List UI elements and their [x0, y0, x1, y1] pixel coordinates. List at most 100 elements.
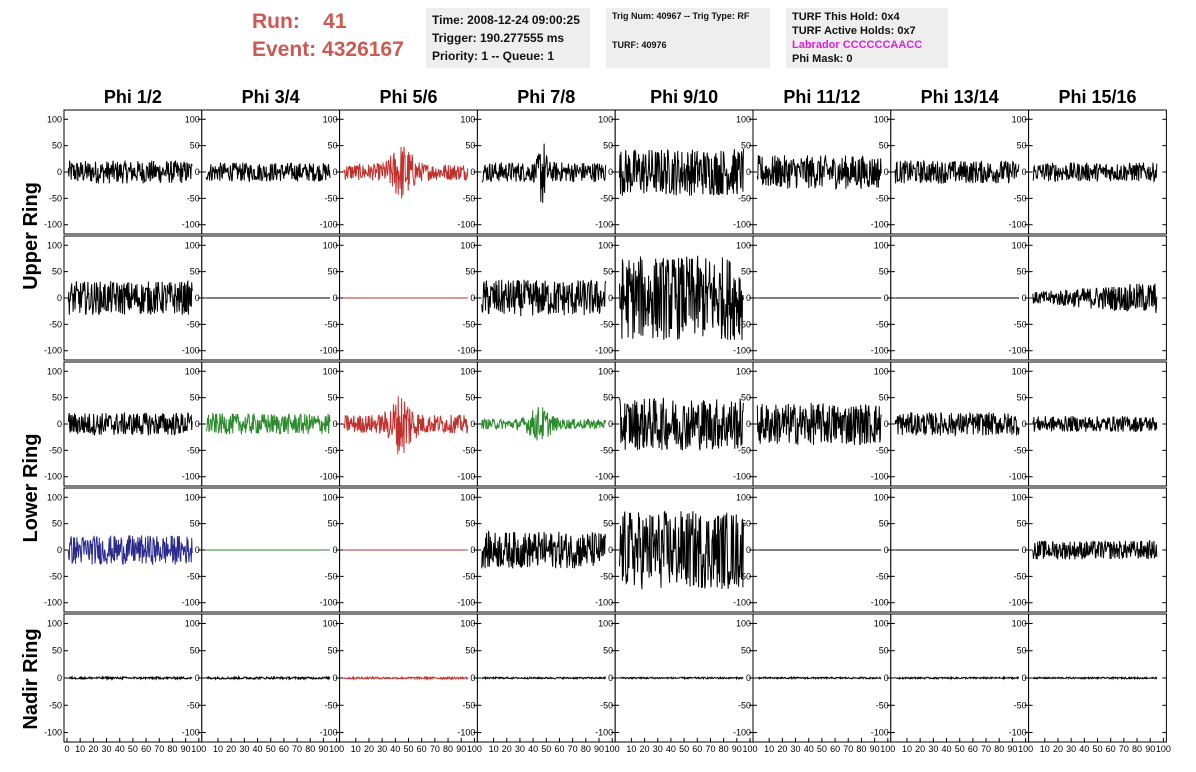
y-tick-label: 100: [47, 114, 62, 124]
y-tick-label: 50: [1017, 393, 1027, 403]
x-tick-label: 80: [856, 744, 866, 754]
x-tick-label: 30: [928, 744, 938, 754]
x-tick-label: 50: [817, 744, 827, 754]
y-tick-label: 100: [460, 366, 475, 376]
x-tick-label: 20: [88, 744, 98, 754]
x-tick-label: 50: [266, 744, 276, 754]
y-tick-label: 0: [57, 545, 62, 555]
y-tick-label: -50: [1014, 571, 1027, 581]
y-tick-label: 0: [470, 167, 475, 177]
y-tick-label: 100: [874, 492, 889, 502]
y-tick-label: -100: [44, 472, 62, 482]
y-tick-label: 0: [195, 673, 200, 683]
waveform-trace: [756, 155, 882, 190]
y-tick-label: -50: [49, 445, 62, 455]
y-tick-label: 100: [1012, 492, 1027, 502]
y-tick-label: 100: [874, 114, 889, 124]
turf-hold-text: TURF This Hold: 0x4: [792, 11, 900, 23]
y-tick-label: 50: [328, 267, 338, 277]
waveform-trace: [619, 255, 744, 340]
y-tick-label: 50: [1017, 646, 1027, 656]
y-tick-label: 50: [741, 646, 751, 656]
x-tick-label: 40: [1079, 744, 1089, 754]
x-tick-label: 90: [732, 744, 742, 754]
y-tick-label: -100: [320, 728, 338, 738]
y-tick-label: 0: [470, 673, 475, 683]
waveform-trace: [67, 160, 193, 184]
y-tick-label: 50: [190, 141, 200, 151]
x-tick-label: 80: [581, 744, 591, 754]
y-tick-label: 50: [465, 646, 475, 656]
y-tick-label: -50: [876, 571, 889, 581]
labrador-text: Labrador CCCCCCAACC: [792, 39, 923, 51]
y-tick-label: 100: [47, 618, 62, 628]
y-tick-label: -50: [600, 319, 613, 329]
y-tick-label: 100: [460, 618, 475, 628]
y-tick-label: 50: [190, 646, 200, 656]
x-tick-label: 90: [181, 744, 191, 754]
x-tick-label: 40: [253, 744, 263, 754]
y-tick-label: -50: [600, 571, 613, 581]
y-tick-label: -100: [182, 472, 200, 482]
x-tick-label: 100: [742, 744, 757, 754]
y-tick-label: 0: [333, 293, 338, 303]
y-tick-label: 0: [333, 419, 338, 429]
x-tick-label: 10: [764, 744, 774, 754]
x-tick-label: 60: [830, 744, 840, 754]
x-tick-label: 30: [102, 744, 112, 754]
waveform-trace: [894, 411, 1020, 437]
y-tick-label: 100: [736, 492, 751, 502]
waveform-trace: [481, 407, 607, 441]
waveform-trace: [67, 535, 193, 565]
y-tick-label: 0: [884, 419, 889, 429]
x-tick-label: 10: [626, 744, 636, 754]
y-tick-label: 50: [603, 519, 613, 529]
waveform-trace: [481, 279, 607, 317]
y-tick-label: -100: [182, 598, 200, 608]
y-tick-label: -50: [325, 445, 338, 455]
x-tick-label: 100: [1018, 744, 1033, 754]
y-tick-label: -100: [871, 346, 889, 356]
y-tick-label: 50: [52, 646, 62, 656]
column-title: Phi 15/16: [1058, 87, 1136, 107]
x-tick-label: 10: [213, 744, 223, 754]
y-tick-label: 100: [185, 492, 200, 502]
x-tick-label: 40: [528, 744, 538, 754]
y-tick-label: -50: [738, 445, 751, 455]
y-tick-label: -50: [600, 193, 613, 203]
y-tick-label: -100: [733, 472, 751, 482]
waveform-trace: [1032, 675, 1158, 681]
y-tick-label: 0: [884, 293, 889, 303]
x-tick-label: 70: [292, 744, 302, 754]
x-tick-label: 70: [981, 744, 991, 754]
y-tick-label: 50: [52, 519, 62, 529]
y-tick-label: -50: [462, 571, 475, 581]
y-tick-label: -100: [733, 598, 751, 608]
y-tick-label: 0: [746, 545, 751, 555]
waveform-trace: [481, 530, 607, 569]
y-tick-label: 0: [746, 293, 751, 303]
y-tick-label: 0: [608, 673, 613, 683]
waveform-trace: [343, 146, 469, 199]
y-tick-label: -50: [876, 445, 889, 455]
run-row: Run: 41: [252, 8, 404, 36]
y-tick-label: -100: [182, 346, 200, 356]
x-tick-label: 30: [515, 744, 525, 754]
run-label: Run:: [252, 10, 300, 33]
y-tick-label: -100: [457, 598, 475, 608]
column-title: Phi 13/14: [921, 87, 999, 107]
y-tick-label: 100: [323, 114, 338, 124]
waveform-trace: [894, 159, 1020, 184]
y-tick-label: 0: [1022, 673, 1027, 683]
y-tick-label: -100: [44, 346, 62, 356]
y-tick-label: 100: [185, 618, 200, 628]
y-tick-label: 50: [52, 141, 62, 151]
y-tick-label: 100: [185, 240, 200, 250]
y-tick-label: -100: [320, 598, 338, 608]
y-tick-label: -100: [44, 598, 62, 608]
waveform-trace: [481, 143, 607, 203]
y-tick-label: -50: [187, 445, 200, 455]
y-tick-label: -100: [733, 220, 751, 230]
turf-info-box: TURF This Hold: 0x4 TURF Active Holds: 0…: [786, 8, 948, 68]
y-tick-label: 50: [190, 393, 200, 403]
